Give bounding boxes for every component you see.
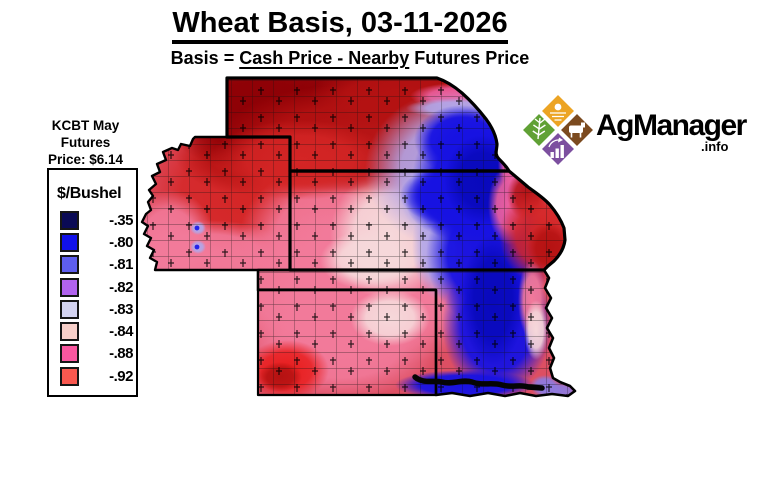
co-elevator-dot (194, 244, 200, 250)
legend-row: -.82 (49, 276, 136, 298)
river-line (412, 374, 545, 391)
legend-value: -.82 (109, 278, 133, 296)
legend-swatch (60, 299, 79, 319)
legend-value: -.80 (109, 233, 133, 251)
legend-swatch (60, 232, 79, 252)
legend-value: -.35 (109, 211, 133, 229)
subtitle-underlined: Cash Price - Nearby (239, 48, 410, 68)
state-border-oklahoma (256, 268, 577, 398)
legend-row: -.81 (49, 254, 136, 276)
subtitle-prefix: Basis = (170, 48, 240, 68)
futures-price-note: KCBT May Futures Price: $6.14 (27, 117, 144, 168)
legend-swatch (60, 366, 79, 386)
cattle-icon (569, 122, 585, 138)
sunrise-field-icon (550, 103, 566, 121)
legend-swatch (60, 277, 79, 297)
state-border-kansas (288, 169, 567, 272)
legend-value: -.83 (109, 300, 133, 318)
agmanager-brand-text: AgManager (596, 109, 747, 142)
futures-note-line: Price: $6.14 (47, 152, 124, 167)
futures-note-line: Futures (60, 135, 111, 150)
legend-swatch (60, 255, 79, 275)
legend-row: -.35 (49, 209, 136, 231)
futures-note-line: KCBT May (51, 118, 120, 133)
legend-swatch (60, 344, 79, 364)
legend-row: -.92 (49, 365, 136, 387)
legend-row: -.80 (49, 231, 136, 253)
legend-row: -.84 (49, 320, 136, 342)
chart-growth-icon (548, 137, 564, 158)
sunrise-field-icon-diamond (539, 92, 577, 130)
co-elevator-dot (194, 225, 200, 231)
legend-value: -.92 (109, 367, 133, 385)
legend-swatch (60, 210, 79, 230)
legend-value: -.81 (109, 256, 133, 274)
legend-swatch (60, 322, 79, 342)
state-borders (140, 76, 577, 398)
legend-value: -.88 (109, 345, 133, 363)
agmanager-info-suffix: .info (701, 139, 729, 154)
wheat-icon (532, 117, 546, 140)
page-title: Wheat Basis, 03-11-2026 (140, 7, 540, 44)
page-title-text: Wheat Basis, 03-11-2026 (172, 7, 508, 44)
state-border-colorado (140, 135, 292, 272)
legend-rows: -.35 -.80 -.81 -.82 -.83 -.84 -.88 -.92 (49, 209, 136, 387)
page-subtitle: Basis = Cash Price - Nearby Futures Pric… (140, 48, 560, 69)
legend-header: $/Bushel (57, 185, 122, 202)
legend-value: -.84 (109, 323, 133, 341)
logo-glyphs (532, 103, 585, 158)
legend-box: $/Bushel -.35 -.80 -.81 -.82 -.83 -.84 -.88 -.9… (47, 168, 138, 397)
legend-row: -.83 (49, 298, 136, 320)
subtitle-suffix: Futures Price (409, 48, 530, 68)
state-border-texas (256, 288, 438, 397)
state-border-nebraska (225, 76, 511, 173)
legend-row: -.88 (49, 343, 136, 365)
